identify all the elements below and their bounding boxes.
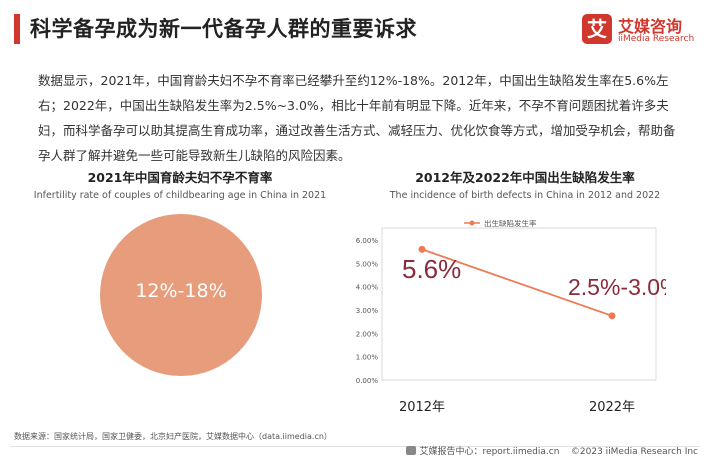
pie-chart-title: 2021年中国育龄夫妇不孕不育率	[87, 170, 273, 185]
footer-info: 艾媒报告中心：report.iimedia.cn ©2023 iiMedia R…	[405, 446, 698, 459]
brand-subtitle: iiMedia Research	[618, 34, 695, 44]
title-accent-bar	[14, 14, 20, 44]
pie-slice	[100, 214, 262, 376]
intro-paragraph: 数据显示，2021年，中国育龄夫妇不孕不育率已经攀升至约12%-18%。2012…	[38, 73, 676, 163]
line-chart-subtitle: The incidence of birth defects in China …	[389, 190, 661, 201]
line-chart: 0.00% 1.00% 2.00% 3.00% 4.00% 5.00% 6.00% 2012年…	[356, 220, 666, 415]
series-line	[421, 248, 613, 317]
copyright: ©2023 iiMedia Research Inc	[570, 447, 698, 457]
legend-marker	[469, 220, 475, 226]
y-tick-label: 6.00%	[356, 237, 379, 245]
brand-logo[interactable]: 艾 艾媒咨询 iiMedia Research	[582, 12, 702, 52]
footer-divider	[10, 446, 700, 447]
line-chart-title: 2012年及2022年中国出生缺陷发生率	[415, 170, 635, 185]
plot-area	[381, 227, 657, 381]
y-tick-label: 4.00%	[356, 284, 379, 292]
data-label: 2.5%-3.0%	[568, 274, 666, 300]
y-tick-label: 0.00%	[356, 377, 379, 385]
report-center-icon	[405, 446, 416, 455]
brand-name: 艾媒咨询	[618, 17, 683, 36]
x-tick-label: 2022年	[589, 400, 635, 415]
brand-logo-icon: 艾	[582, 14, 612, 44]
pie-chart-subtitle: Infertility rate of couples of childbear…	[33, 190, 327, 201]
report-center-link[interactable]: 艾媒报告中心：report.iimedia.cn	[419, 447, 560, 457]
data-point	[608, 312, 616, 320]
y-tick-label: 1.00%	[356, 354, 379, 362]
x-tick-label: 2012年	[399, 400, 445, 415]
data-source: 数据来源：国家统计局，国家卫健委，北京妇产医院，艾媒数据中心（data.iime…	[14, 432, 332, 441]
legend-label: 出生缺陷发生率	[484, 220, 537, 228]
pie-slice-label: 12%-18%	[135, 280, 227, 302]
y-tick-label: 2.00%	[356, 330, 379, 338]
y-tick-label: 5.00%	[356, 260, 379, 268]
page-title: 科学备孕成为新一代备孕人群的重要诉求	[30, 17, 417, 41]
data-point	[418, 245, 426, 253]
data-label: 5.6%	[402, 254, 461, 284]
y-tick-label: 3.00%	[356, 307, 379, 315]
